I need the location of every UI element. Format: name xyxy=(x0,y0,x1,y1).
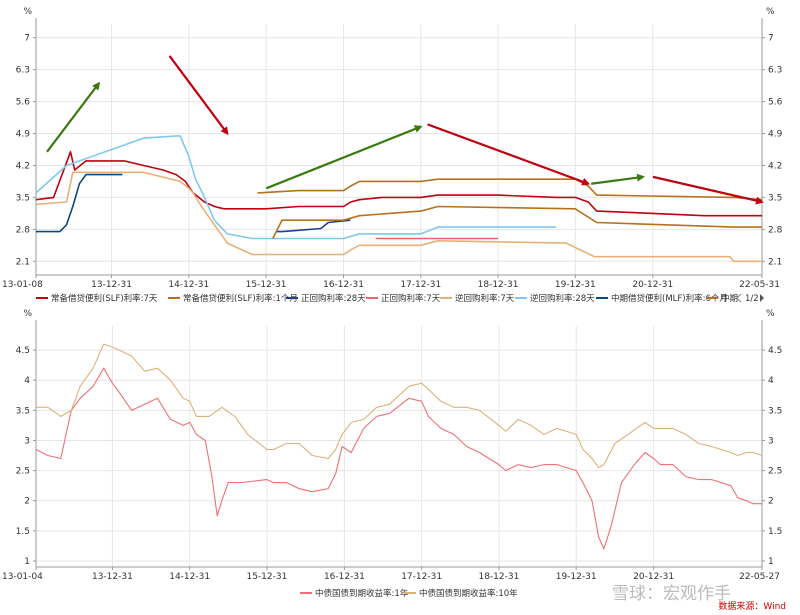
y-tick-label-right: 3.5 xyxy=(768,193,782,203)
trend-arrow-1 xyxy=(46,81,101,153)
series-line-3 xyxy=(275,219,351,233)
trend-arrow-6 xyxy=(652,175,764,205)
x-tick-label: 18-12-31 xyxy=(478,572,519,582)
x-tick-label: 14-12-31 xyxy=(168,280,209,290)
y-tick-label-right: 1.5 xyxy=(768,527,782,537)
y-tick-label-left: 5.6 xyxy=(16,98,31,108)
y-tick-label-left: 3.5 xyxy=(16,193,30,203)
y-tick-label-left: 2.8 xyxy=(16,225,31,235)
x-tick-label: 17-12-31 xyxy=(400,280,441,290)
legend-entry-2: 中债国债到期收益率:10年 xyxy=(404,588,518,599)
y-tick-label-left: 1 xyxy=(24,557,30,567)
y-tick-label-right: 4 xyxy=(768,376,774,386)
y-tick-label-right: 3 xyxy=(768,436,774,446)
y-tick-label-right: 4.2 xyxy=(768,161,782,171)
x-tick-label: 19-12-31 xyxy=(555,280,596,290)
x-tick-label: 19-12-31 xyxy=(556,572,597,582)
legend-label: 逆回购利率:7天 xyxy=(455,293,515,304)
x-tick-label: 20-12-31 xyxy=(632,280,673,290)
series-line-6 xyxy=(35,135,557,240)
legend-entry-3: 正回购利率:28天 xyxy=(286,293,366,304)
x-tick-label: 15-12-31 xyxy=(246,572,287,582)
x-tick-label: 14-12-31 xyxy=(169,572,210,582)
y-tick-label-left: 6.3 xyxy=(16,66,30,76)
y-tick-label-left: 2.1 xyxy=(16,257,30,267)
legend-entry-1: 常备借贷便利(SLF)利率:7天 xyxy=(36,293,158,304)
y-tick-label-right: 2.5 xyxy=(768,467,782,477)
y-tick-label-right: 2 xyxy=(768,497,774,507)
series-line-1 xyxy=(35,367,762,550)
legend-next-icon xyxy=(760,294,764,302)
legend-label: 中期借贷便利(MLF)利率:6个月 xyxy=(611,293,728,304)
y-tick-label-left: 3.5 xyxy=(16,406,30,416)
y-unit-left: % xyxy=(23,7,32,17)
legend-entry-2: 常备借贷便利(SLF)利率:1个月 xyxy=(168,293,298,304)
y-tick-label-left: 3 xyxy=(24,436,30,446)
series-line-1 xyxy=(35,151,762,217)
legend-label: 中期 xyxy=(721,293,738,304)
legend-page: 1/2 xyxy=(745,294,759,304)
legend-entry-6: 逆回购利率:28天 xyxy=(515,293,595,304)
y-tick-label-left: 4.9 xyxy=(16,130,31,140)
y-tick-label-right: 4.9 xyxy=(768,130,783,140)
y-tick-label-left: 4.2 xyxy=(16,161,30,171)
x-tick-label: 16-12-31 xyxy=(324,572,365,582)
legend-prev-icon xyxy=(736,293,742,303)
x-tick-label: 13-01-08 xyxy=(2,280,43,290)
x-tick-label: 17-12-31 xyxy=(401,572,442,582)
legend-entry-5: 逆回购利率:7天 xyxy=(440,293,515,304)
x-tick-label: 20-12-31 xyxy=(633,572,674,582)
trend-arrow-4 xyxy=(427,123,591,186)
y-tick-label-right: 1 xyxy=(768,557,774,567)
y-tick-label-left: 7 xyxy=(24,34,30,44)
y-tick-label-right: 2.1 xyxy=(768,257,782,267)
legend-label: 常备借贷便利(SLF)利率:1个月 xyxy=(183,293,298,304)
series-line-2 xyxy=(36,343,763,469)
series-line-5 xyxy=(35,171,762,263)
series-line-2 xyxy=(257,178,763,201)
x-tick-label: 16-12-31 xyxy=(323,280,364,290)
x-tick-label: 22-05-27 xyxy=(739,572,780,582)
legend-label: 逆回购利率:28天 xyxy=(530,293,595,304)
y-unit-left: % xyxy=(23,309,32,319)
y-tick-label-left: 4 xyxy=(24,376,30,386)
y-tick-label-right: 3.5 xyxy=(768,406,782,416)
trend-arrow-2 xyxy=(168,55,229,136)
legend-entry-8: 中期 xyxy=(706,293,738,304)
chart-1: % % 2.1 2.1 2.8 2.8 3.5 3.5 4.2 4.2 4.9 4.9 5.6 5.6 6.… xyxy=(2,7,783,304)
x-tick-label: 15-12-31 xyxy=(246,280,287,290)
legend-label: 中债国债到期收益率:1年 xyxy=(315,588,409,599)
x-tick-label: 22-05-31 xyxy=(739,280,780,290)
y-tick-label-right: 6.3 xyxy=(768,66,782,76)
y-tick-label-right: 4.5 xyxy=(768,346,782,356)
series-line-7 xyxy=(36,173,123,233)
series-line-8 xyxy=(272,205,762,239)
legend-entry-4: 正回购利率:7天 xyxy=(366,293,441,304)
y-tick-label-right: 5.6 xyxy=(768,98,783,108)
y-tick-label-right: 7 xyxy=(768,34,774,44)
source-note: 数据来源：Wind xyxy=(718,600,786,612)
x-tick-label: 13-12-31 xyxy=(92,572,133,582)
y-tick-label-left: 2 xyxy=(24,497,30,507)
legend-label: 正回购利率:28天 xyxy=(301,293,366,304)
legend-label: 常备借贷便利(SLF)利率:7天 xyxy=(51,293,158,304)
trend-arrow-3 xyxy=(265,125,423,190)
legend-label: 中债国债到期收益率:10年 xyxy=(419,588,518,599)
y-tick-label-right: 2.8 xyxy=(768,225,783,235)
x-tick-label: 13-12-31 xyxy=(91,280,132,290)
legend-label: 正回购利率:7天 xyxy=(381,293,441,304)
y-tick-label-left: 1.5 xyxy=(16,527,30,537)
watermark: 雪球：宏观作手 xyxy=(612,584,731,604)
chart-2: % % 1 1 1.5 1.5 2 2 2.5 2.5 3 3 3.5 3.5 4 4 4.5 4.5 13-01-… xyxy=(2,309,786,612)
legend-entry-7: 中期借贷便利(MLF)利率:6个月 xyxy=(596,293,728,304)
y-unit-right: % xyxy=(766,7,775,17)
x-tick-label: 18-12-31 xyxy=(478,280,519,290)
trend-arrow-5 xyxy=(591,173,646,185)
y-tick-label-left: 2.5 xyxy=(16,467,30,477)
y-unit-right: % xyxy=(766,309,775,319)
legend-entry-1: 中债国债到期收益率:1年 xyxy=(300,588,409,599)
y-tick-label-left: 4.5 xyxy=(16,346,30,356)
x-tick-label: 13-01-04 xyxy=(2,572,43,582)
